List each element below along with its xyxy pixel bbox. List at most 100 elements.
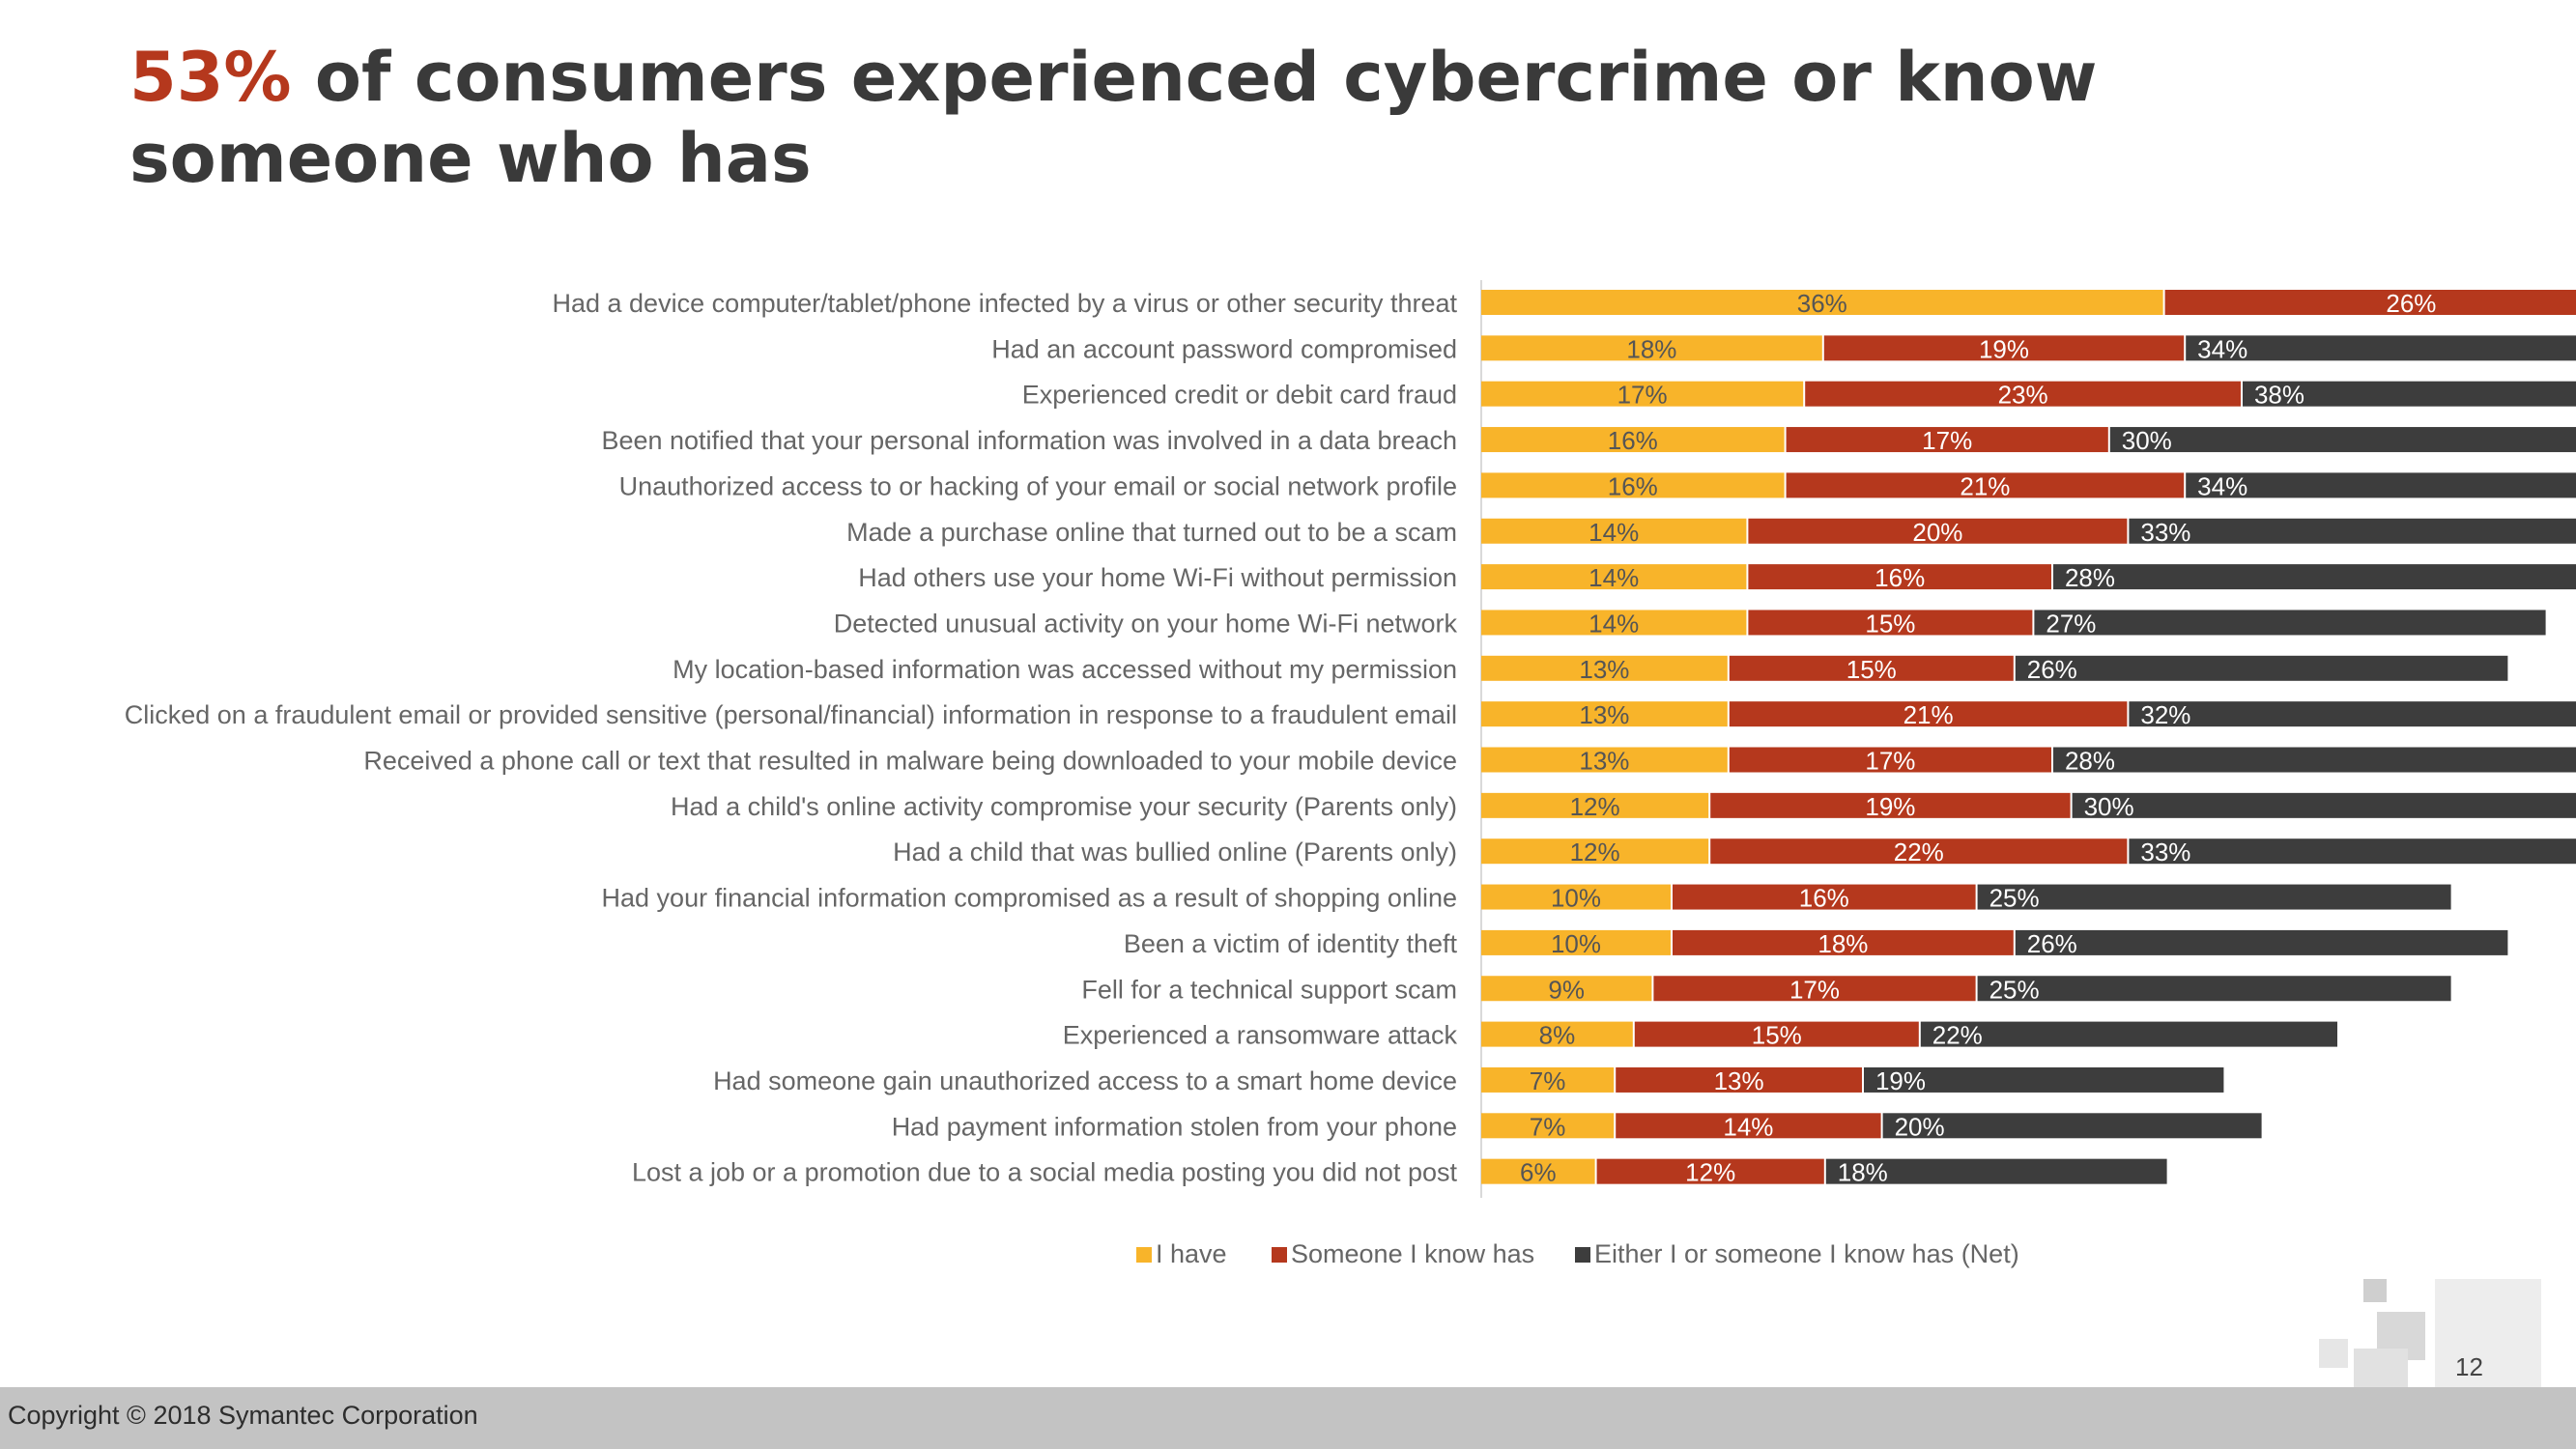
data-label-net: 26% <box>2027 929 2077 958</box>
category-label: Lost a job or a promotion due to a socia… <box>632 1158 1458 1187</box>
bar-i-have <box>1481 838 1709 865</box>
data-label-someone: 18% <box>1818 929 1868 958</box>
bar-someone <box>1596 1158 1824 1184</box>
bar-i-have <box>1481 929 1671 955</box>
data-label-someone: 14% <box>1723 1112 1773 1141</box>
data-label-i-have: 7% <box>1530 1112 1566 1141</box>
category-label: Been a victim of identity theft <box>1124 929 1458 958</box>
bar-i-have <box>1481 381 1804 407</box>
deco-square <box>2363 1279 2387 1302</box>
data-label-i-have: 6% <box>1520 1158 1557 1187</box>
bar-i-have <box>1481 427 1785 453</box>
data-label-i-have: 8% <box>1539 1021 1576 1050</box>
bar-i-have <box>1481 792 1709 818</box>
category-label: Had a child's online activity compromise… <box>671 792 1457 821</box>
title-text: of consumers experienced cybercrime or k… <box>129 38 2098 198</box>
bar-i-have <box>1481 472 1785 498</box>
legend-label-net: Either I or someone I know has (Net) <box>1594 1239 2019 1268</box>
category-label: Experienced credit or debit card fraud <box>1022 381 1457 410</box>
data-label-net: 38% <box>2254 381 2304 410</box>
bar-i-have <box>1481 610 1747 636</box>
bar-i-have <box>1481 290 2163 315</box>
bar-net <box>1825 1158 2167 1184</box>
legend-swatch-net <box>1575 1246 1590 1263</box>
bar-someone <box>1786 472 2185 498</box>
bar-i-have <box>1481 701 1728 727</box>
category-label: Detected unusual activity on your home W… <box>834 609 1458 638</box>
data-label-net: 22% <box>1932 1021 1983 1050</box>
data-label-someone: 17% <box>1922 426 1972 455</box>
bar-someone <box>1748 610 2033 636</box>
data-label-net: 28% <box>2065 747 2115 776</box>
data-label-someone: 13% <box>1714 1066 1764 1095</box>
data-label-i-have: 12% <box>1570 792 1620 821</box>
bar-net <box>2015 655 2508 681</box>
bar-someone <box>1653 976 1976 1002</box>
bar-net <box>2129 701 2576 727</box>
data-label-someone: 16% <box>1799 884 1849 913</box>
data-label-someone: 23% <box>1998 381 2048 410</box>
data-label-someone: 20% <box>1912 518 1962 547</box>
bar-someone <box>1729 747 2051 773</box>
bar-net <box>2034 610 2546 636</box>
deco-square <box>2435 1279 2541 1387</box>
data-label-someone: 17% <box>1865 747 1915 776</box>
category-label: Received a phone call or text that resul… <box>363 747 1457 776</box>
bar-someone <box>1786 427 2108 453</box>
bar-net <box>2186 472 2576 498</box>
data-label-i-have: 13% <box>1579 700 1629 729</box>
bar-net <box>1864 1066 2224 1093</box>
data-label-someone: 21% <box>1960 471 2010 500</box>
legend-label-i-have: I have <box>1156 1239 1227 1268</box>
data-label-someone: 16% <box>1875 563 1925 592</box>
bar-someone <box>1673 884 1976 910</box>
page-number: 12 <box>2455 1352 2483 1381</box>
data-label-i-have: 7% <box>1530 1066 1566 1095</box>
data-label-net: 18% <box>1838 1158 1888 1187</box>
bar-net <box>1977 976 2451 1002</box>
bar-i-have <box>1481 655 1728 681</box>
bar-net <box>2015 929 2508 955</box>
bar-net <box>2053 564 2576 590</box>
data-label-net: 27% <box>2046 609 2096 638</box>
bar-i-have <box>1481 518 1747 544</box>
bar-someone <box>1673 929 2014 955</box>
bar-i-have <box>1481 747 1728 773</box>
category-label: Had an account password compromised <box>991 334 1457 363</box>
bar-net <box>2109 427 2576 453</box>
data-label-i-have: 12% <box>1570 838 1620 867</box>
stacked-bar-chart: Had a device computer/tablet/phone infec… <box>125 280 2576 1198</box>
deco-square <box>2354 1349 2408 1387</box>
data-label-net: 34% <box>2197 471 2247 500</box>
data-label-i-have: 13% <box>1579 747 1629 776</box>
data-label-i-have: 17% <box>1617 381 1668 410</box>
bar-i-have <box>1481 1021 1633 1047</box>
category-label: Had a child that was bullied online (Par… <box>893 838 1457 867</box>
category-label: Experienced a ransomware attack <box>1063 1021 1458 1050</box>
bar-someone <box>1634 1021 1919 1047</box>
data-label-i-have: 16% <box>1608 426 1658 455</box>
category-label: Unauthorized access to or hacking of you… <box>619 471 1457 500</box>
data-label-i-have: 13% <box>1579 655 1629 684</box>
bar-net <box>2129 518 2576 544</box>
bar-net <box>2072 792 2576 818</box>
bar-net <box>2243 381 2576 407</box>
data-label-net: 26% <box>2027 655 2077 684</box>
copyright-text: Copyright © 2018 Symantec Corporation <box>8 1401 478 1430</box>
bar-net <box>2053 747 2576 773</box>
bar-someone <box>1710 838 2128 865</box>
bar-i-have <box>1481 1066 1615 1093</box>
data-label-i-have: 9% <box>1548 975 1585 1004</box>
data-label-net: 20% <box>1895 1112 1945 1141</box>
category-label: Had payment information stolen from your… <box>892 1112 1457 1141</box>
category-label: My location-based information was access… <box>673 655 1457 684</box>
bar-someone <box>1823 335 2185 361</box>
data-label-net: 33% <box>2140 838 2190 867</box>
bar-someone <box>2164 290 2576 315</box>
data-label-i-have: 10% <box>1551 884 1601 913</box>
category-label: Had a device computer/tablet/phone infec… <box>552 289 1457 318</box>
bar-i-have <box>1481 1158 1595 1184</box>
data-label-i-have: 14% <box>1589 609 1639 638</box>
data-label-someone: 26% <box>2386 289 2436 318</box>
deco-square <box>2319 1339 2348 1368</box>
